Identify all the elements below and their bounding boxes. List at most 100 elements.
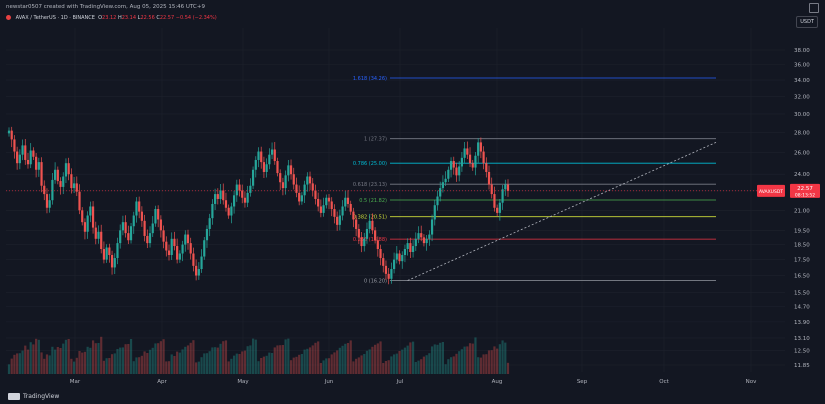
volume-bar [376, 343, 379, 374]
candle-body [235, 184, 238, 196]
candle-body [140, 211, 143, 221]
volume-bar [325, 358, 328, 374]
volume-bar [314, 342, 317, 374]
candle-body [257, 151, 260, 160]
volume-bar [425, 355, 428, 374]
candle-body [409, 243, 412, 252]
candle-body [395, 253, 398, 260]
candle-body [59, 181, 62, 187]
volume-bar [127, 344, 130, 374]
candle-body [346, 197, 350, 204]
candle-body [477, 142, 480, 156]
candle-body [289, 165, 293, 175]
candle-body [176, 246, 179, 260]
volume-bar [26, 349, 30, 374]
volume-bar [411, 341, 415, 374]
volume-bar [490, 350, 493, 374]
candle-body [490, 184, 493, 195]
volume-bar [501, 340, 504, 374]
candle-body [181, 244, 184, 254]
volume-bar [270, 353, 274, 374]
volume-bar [67, 339, 70, 374]
candle-body [398, 253, 401, 262]
y-tick-label: 30.00 [794, 112, 810, 118]
volume-bar [322, 360, 325, 374]
candle-body [303, 184, 306, 196]
candle-body [100, 231, 103, 250]
volume-bar [113, 353, 116, 374]
footer-brand: TradingView [8, 393, 59, 400]
volume-bar [35, 338, 38, 374]
candle-body [284, 175, 287, 189]
candle-body [35, 156, 38, 170]
y-tick-label: 13.90 [794, 320, 810, 326]
symbol-tag-label: AVAXUSDT [759, 189, 783, 195]
candle-body [37, 162, 40, 170]
candle-body [498, 202, 501, 213]
volume-bar [403, 347, 407, 374]
candle-body [83, 222, 87, 232]
candle-body [127, 233, 130, 241]
volume-bar [140, 355, 143, 374]
candle-body [154, 209, 157, 224]
volume-bar [474, 337, 477, 374]
volume-bar [105, 358, 108, 374]
candle-body [162, 230, 165, 242]
candle-body [192, 253, 195, 266]
volume-bar [382, 363, 385, 374]
volume-bar [374, 344, 377, 374]
candle-body [363, 238, 366, 247]
candle-body [338, 215, 341, 225]
volume-bar [129, 339, 133, 374]
volume-bar [18, 353, 21, 374]
candle-body [43, 185, 46, 195]
volume-bar [97, 343, 100, 374]
trendline [407, 142, 717, 281]
candle-body [97, 231, 100, 239]
volume-bar [409, 342, 412, 374]
candle-body [200, 256, 203, 270]
candle-body [368, 220, 371, 229]
candle-body [197, 269, 200, 276]
volume-bar [197, 361, 200, 374]
candle-body [78, 191, 81, 211]
volume-bar [146, 353, 149, 374]
candle-body [298, 192, 301, 202]
volume-bar [132, 361, 135, 374]
fullscreen-icon[interactable] [809, 3, 819, 13]
volume-bar [292, 357, 295, 374]
volume-bar [186, 345, 190, 374]
candle-body [355, 219, 358, 229]
candle-body [471, 163, 474, 168]
volume-bar [496, 348, 499, 374]
volume-bar [447, 359, 450, 374]
candle-body [54, 169, 57, 180]
close-value: 22.57 [159, 15, 175, 21]
candle-body [382, 258, 385, 266]
volume-bar [257, 361, 260, 374]
candle-body [108, 247, 111, 256]
y-tick-label: 24.00 [794, 172, 810, 178]
volume-bar [143, 351, 146, 374]
volume-bar [463, 346, 466, 374]
candle-body [67, 163, 70, 175]
currency-selector[interactable]: USDT [796, 16, 818, 28]
volume-bar [216, 347, 219, 374]
volume-bar [455, 353, 458, 374]
y-tick-label: 15.50 [794, 290, 810, 296]
candle-body [219, 190, 222, 199]
volume-bar [430, 346, 434, 374]
candle-body [70, 174, 73, 189]
candle-body [7, 130, 11, 134]
y-tick-label: 36.00 [794, 63, 810, 69]
volume-bar [298, 354, 301, 374]
volume-bar [273, 347, 276, 374]
candle-body [227, 207, 230, 216]
volume-bar [433, 344, 436, 374]
volume-bar [230, 358, 233, 374]
candle-body [91, 206, 95, 228]
candle-body [501, 189, 504, 203]
candle-body [487, 171, 491, 185]
candle-body [105, 247, 108, 260]
